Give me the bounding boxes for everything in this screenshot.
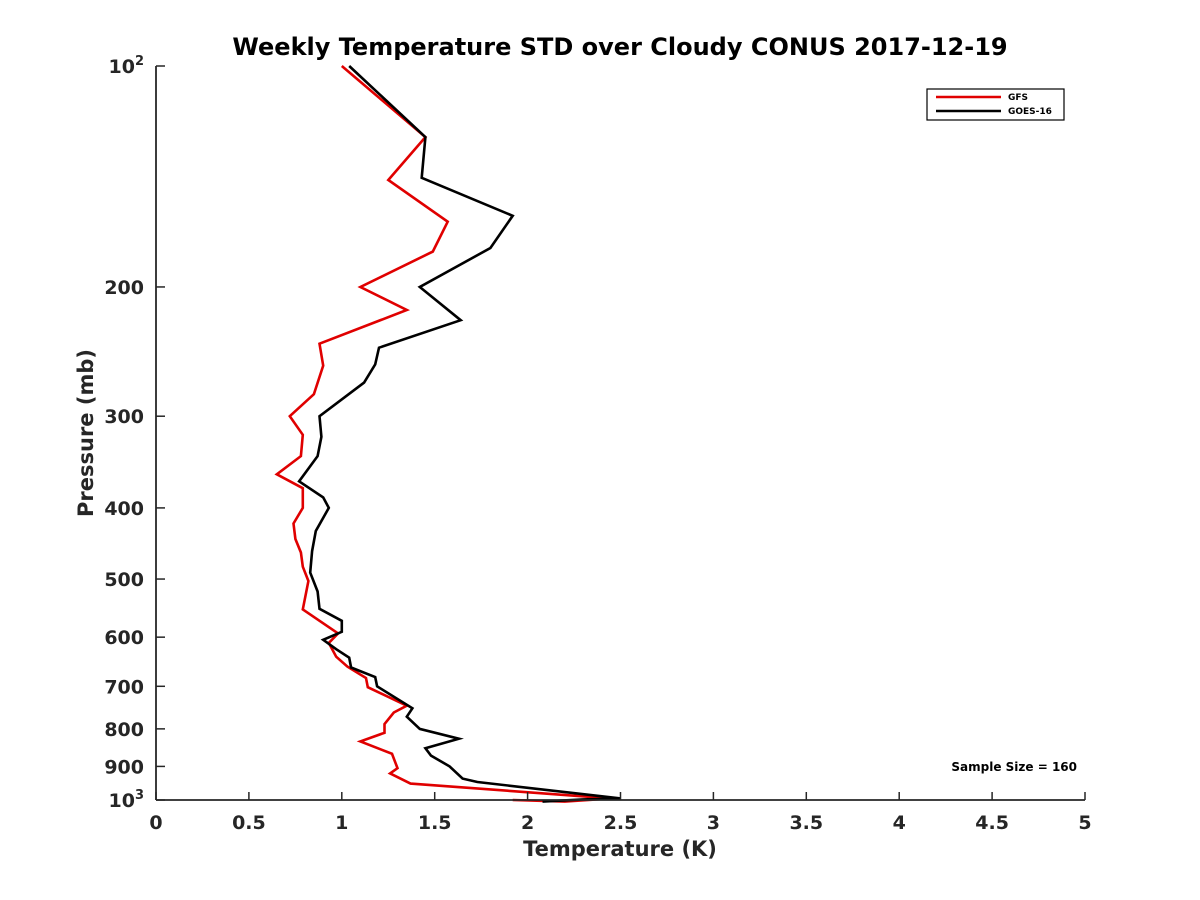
legend-label-gfs: GFS [1008,93,1028,103]
series-line-goes16 [297,65,621,803]
x-tick-label: 4.5 [975,812,1009,834]
x-ticks: 0 0.5 1 1.5 2 2.5 3 3.5 4 4.5 5 [149,792,1092,834]
x-tick-label: 0.5 [232,812,266,834]
x-tick-label: 2.5 [604,812,638,834]
y-tick-label: 900 [104,756,144,778]
y-tick-label: 800 [104,719,144,741]
y-tick-label: 103 [109,788,145,812]
y-tick-label: 200 [104,277,144,299]
chart-title: Weekly Temperature STD over Cloudy CONUS… [232,33,1007,61]
y-tick-label: 700 [104,676,144,698]
x-tick-label: 1 [335,812,348,834]
y-axis-label: Pressure (mb) [74,349,98,517]
x-tick-label: 0 [149,812,162,834]
x-tick-label: 5 [1078,812,1091,834]
legend: GFS GOES-16 [926,88,1065,121]
x-tick-label: 2 [521,812,534,834]
x-tick-label: 3.5 [789,812,823,834]
plot-lines [274,65,621,803]
x-tick-label: 4 [893,812,906,834]
legend-box [926,88,1065,121]
series-line-gfs [274,65,612,803]
y-tick-label: 300 [104,406,144,428]
legend-label-goes16: GOES-16 [1008,107,1052,117]
y-tick-label: 400 [104,498,144,520]
y-tick-label: 600 [104,627,144,649]
x-tick-label: 3 [707,812,720,834]
x-axis-label: Temperature (K) [523,837,717,861]
sample-size-annotation: Sample Size = 160 [951,760,1077,774]
y-tick-label: 102 [109,54,145,78]
x-tick-label: 1.5 [418,812,452,834]
y-ticks: 102 200 300 400 500 600 700 800 900 103 [104,54,165,812]
y-tick-label: 500 [104,569,144,591]
